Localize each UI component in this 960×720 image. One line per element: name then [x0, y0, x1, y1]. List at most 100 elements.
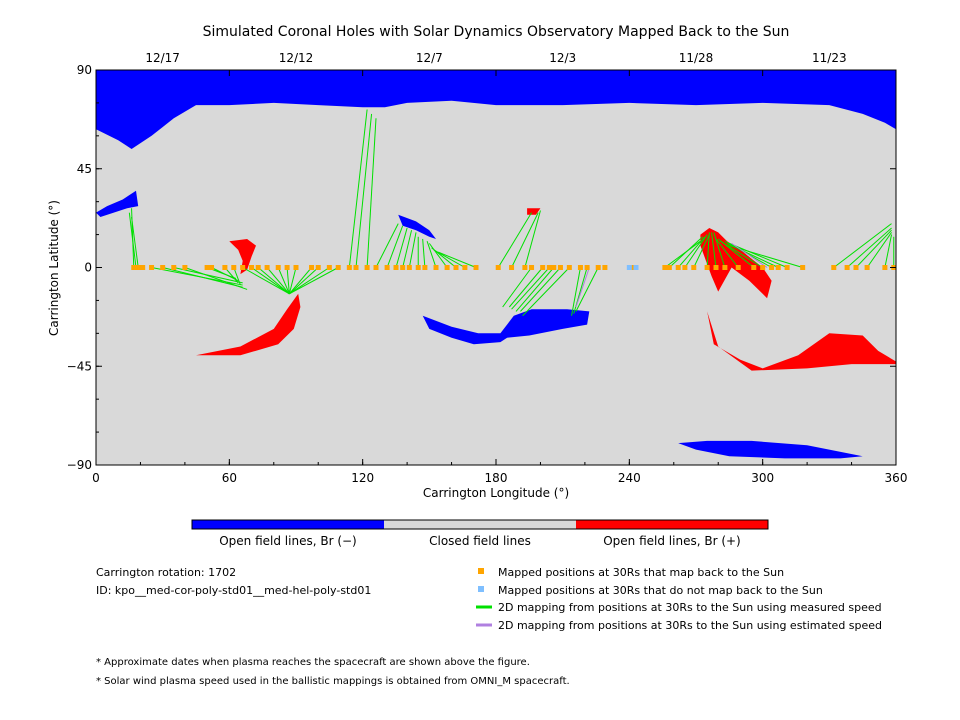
mapped-point	[326, 265, 332, 270]
coronal-hole-positive	[196, 293, 301, 356]
mapping-line-measured	[173, 267, 243, 284]
mapped-point	[584, 265, 590, 270]
mapped-point	[171, 265, 177, 270]
colorbar-negative	[192, 520, 384, 529]
mapped-point	[775, 265, 781, 270]
mapping-line-measured	[571, 267, 581, 316]
mapped-point	[546, 265, 552, 270]
mapping-line-measured	[266, 267, 290, 295]
mapped-point	[577, 265, 583, 270]
mapped-point	[704, 265, 710, 270]
date-label: 12/12	[279, 51, 314, 65]
mapping-line-measured	[524, 210, 541, 268]
mapping-line-measured	[522, 267, 570, 317]
mapped-point	[182, 265, 188, 270]
mapped-point	[400, 265, 406, 270]
coronal-hole-negative	[398, 214, 436, 239]
mapped-point	[415, 265, 421, 270]
legend-marker-mapped	[478, 568, 484, 574]
mapped-point	[800, 265, 806, 270]
legend-label-mapped: Mapped positions at 30Rs that map back t…	[498, 566, 784, 579]
date-label: 12/7	[416, 51, 443, 65]
mapped-point	[831, 265, 837, 270]
mapped-points	[131, 265, 896, 270]
mapping-line-measured	[386, 225, 404, 268]
colorbar-positive	[576, 520, 768, 529]
mapping-line-measured	[289, 267, 330, 295]
mapped-point	[433, 265, 439, 270]
mapping-line-measured	[408, 232, 417, 268]
y-tick-label: −45	[67, 359, 92, 373]
y-axis-label: Carrington Latitude (°)	[47, 200, 61, 336]
mapping-line-measured	[289, 267, 339, 295]
mapping-line-measured	[288, 267, 319, 295]
mapped-point	[231, 265, 237, 270]
coronal-hole-negative	[678, 440, 863, 459]
mapped-point	[882, 265, 888, 270]
mapping-line-measured	[233, 267, 241, 286]
mapping-line-measured	[693, 234, 710, 268]
chart-title: Simulated Coronal Holes with Solar Dynam…	[203, 24, 790, 40]
mapping-line-measured	[515, 267, 555, 312]
mapping-line-measured	[395, 227, 408, 268]
mapping-line-measured	[428, 243, 448, 268]
mapping-line-measured	[677, 236, 706, 268]
mapped-point	[135, 265, 141, 270]
mapping-line-measured	[713, 232, 726, 268]
mapping-line-measured	[884, 234, 893, 268]
mapped-point	[509, 265, 515, 270]
mapping-line-measured	[575, 267, 599, 312]
mapped-point	[353, 265, 359, 270]
mapping-line-measured	[402, 230, 413, 268]
mapped-point	[662, 265, 668, 270]
mapped-point	[495, 265, 501, 270]
mapping-line-measured	[128, 212, 137, 268]
date-label: 12/17	[145, 51, 180, 65]
mapping-line-measured	[720, 240, 763, 268]
date-label: 12/3	[549, 51, 576, 65]
mapping-line-measured	[511, 267, 550, 310]
date-label: 11/23	[812, 51, 847, 65]
colorbar: Open field lines, Br (−) Closed field li…	[191, 519, 769, 548]
coronal-hole-negative	[96, 190, 139, 217]
x-axis-ticks: 0 60 120 180 240 300 360	[92, 70, 907, 485]
mapping-line-measured	[131, 216, 139, 268]
mapping-line-measured	[729, 242, 788, 268]
x-tick-label: 360	[885, 471, 908, 485]
legend-label-measured: 2D mapping from positions at 30Rs to the…	[498, 601, 882, 614]
mapped-point	[735, 265, 741, 270]
mapped-point	[462, 265, 468, 270]
colorbar-label-negative: Open field lines, Br (−)	[219, 534, 357, 548]
mapped-point	[722, 265, 728, 270]
date-label: 11/28	[679, 51, 714, 65]
mapping-line-measured	[715, 238, 739, 268]
mapped-point	[140, 265, 146, 270]
mapped-point	[209, 265, 215, 270]
mapping-line-measured	[242, 267, 290, 295]
mapped-point	[453, 265, 459, 270]
x-tick-label: 300	[751, 471, 774, 485]
coronal-hole-positive	[229, 239, 256, 275]
mapped-point	[557, 265, 563, 270]
mapped-point	[255, 265, 261, 270]
mapping-line-measured	[684, 234, 708, 268]
colorbar-closed	[384, 520, 576, 529]
x-axis-label: Carrington Longitude (°)	[423, 486, 569, 500]
mapped-point	[384, 265, 390, 270]
mapping-line-measured	[833, 223, 892, 268]
mapping-line-measured	[497, 212, 532, 268]
mapping-line-measured	[706, 232, 710, 268]
mapped-point	[602, 265, 608, 270]
mapped-point	[160, 265, 166, 270]
mapped-point	[522, 265, 528, 270]
x-tick-label: 180	[485, 471, 508, 485]
estimated-mapping-lines	[575, 242, 768, 308]
mapping-line-measured	[729, 245, 803, 268]
mapped-point	[309, 265, 315, 270]
mapped-point	[335, 265, 341, 270]
mapping-line-measured	[224, 267, 239, 284]
mapped-point	[315, 265, 321, 270]
mapped-point	[346, 265, 352, 270]
mapped-point	[406, 265, 412, 270]
